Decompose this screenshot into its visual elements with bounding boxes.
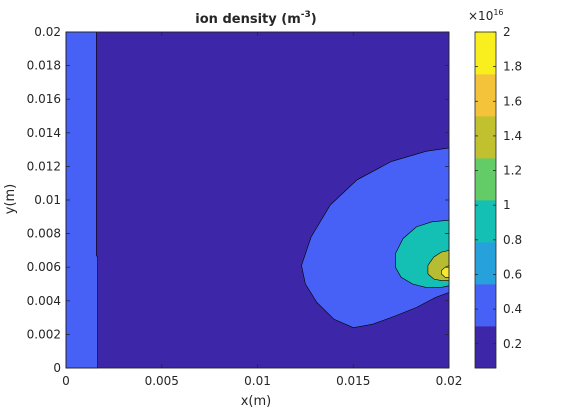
colorbar-band [475,116,496,159]
y-tick-label: 0.014 [27,126,61,140]
colorbar-exponent: ×1016 [468,8,504,23]
x-tick-label: 0.015 [336,374,370,388]
colorbar-tick-label: 0.8 [503,233,522,247]
y-tick-label: 0.006 [27,260,61,274]
colorbar-tick-label: 1.8 [503,60,522,74]
x-axis-label: x(m) [241,394,272,409]
colorbar-tick-label: 1.4 [503,129,522,143]
y-tick-label: 0.004 [27,294,61,308]
colorbar: 0.2 0.4 0.6 0.8 1 1.2 1.4 1.6 1.8 2 [474,25,522,369]
colorbar-tick-label: 2 [503,25,511,39]
colorbar-tick-label: 0.4 [503,302,522,316]
colorbar-band [475,200,496,243]
x-tick-label: 0 [62,374,70,388]
y-tick-label: 0.002 [27,327,61,341]
colorbar-band [475,284,496,327]
chart-title: ion density (m-3) [195,10,316,27]
y-tick-label: 0.008 [27,227,61,241]
y-tick-label: 0.016 [27,92,61,106]
colorbar-band [475,326,496,369]
y-axis: 0 0.002 0.004 0.006 0.008 0.01 0.012 0.014 0.016… [27,25,449,375]
x-tick-label: 0.005 [145,374,179,388]
y-tick-label: 0 [53,361,61,375]
chart-title-exponent: -3 [301,10,311,20]
y-tick-label: 0.02 [34,25,61,39]
colorbar-tick-label: 0.2 [503,337,522,351]
colorbar-band [475,74,496,117]
y-tick-label: 0.018 [27,59,61,73]
x-tick-label: 0.01 [244,374,271,388]
y-tick-label: 0.01 [34,193,61,207]
colorbar-band [475,158,496,201]
chart-title-close: ) [311,12,317,27]
colorbar-band [475,32,496,75]
plot-area [65,31,450,369]
x-axis: 0 0.005 0.01 0.015 0.02 [62,32,462,388]
colorbar-tick-label: 1.6 [503,94,522,108]
colorbar-tick-label: 1 [503,198,511,212]
colorbar-tick-label: 1.2 [503,164,522,178]
colorbar-frame [474,31,497,369]
y-tick-label: 0.012 [27,159,61,173]
colorbar-tick-label: 0.6 [503,267,522,281]
colorbar-band [475,242,496,285]
x-tick-label: 0.02 [436,374,463,388]
y-axis-label: y(m) [3,184,18,215]
contour-region-left-strip [65,31,98,369]
